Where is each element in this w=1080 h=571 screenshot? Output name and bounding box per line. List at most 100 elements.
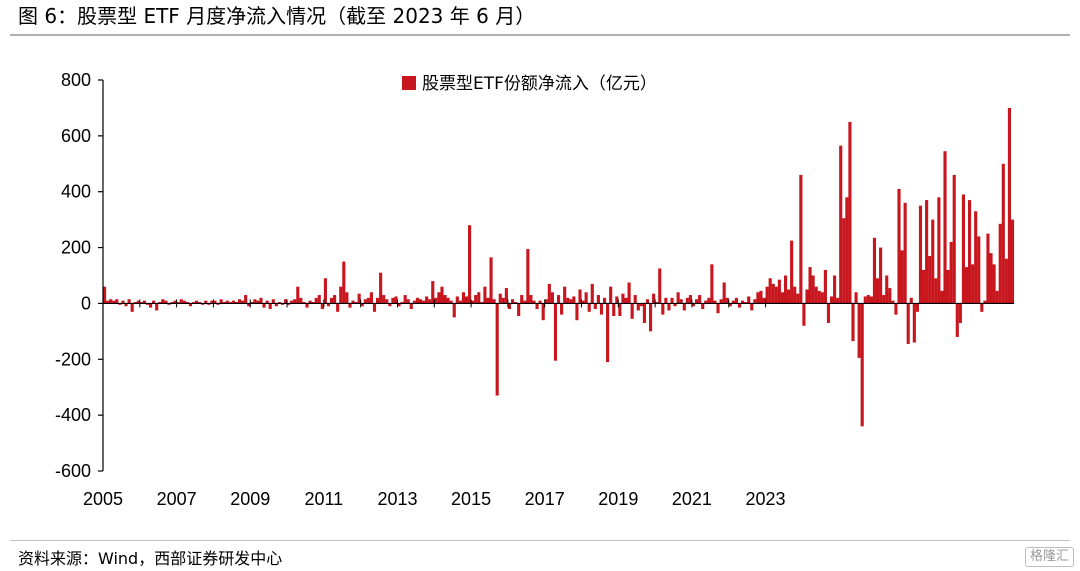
bar [796, 293, 800, 304]
bar [333, 295, 337, 304]
bar [385, 299, 389, 304]
bar [164, 300, 168, 304]
bar [787, 289, 791, 304]
bar [829, 296, 834, 304]
bar [602, 297, 607, 304]
bar [130, 303, 134, 312]
bar [851, 303, 855, 342]
bar [250, 302, 254, 304]
bar [259, 297, 263, 304]
bar [351, 300, 355, 304]
bar [477, 292, 481, 304]
bar [793, 286, 797, 304]
bottom-divider [10, 540, 1070, 541]
bar [544, 299, 548, 304]
bar [734, 297, 738, 304]
bar [207, 303, 211, 305]
bar [823, 269, 827, 304]
bar [241, 300, 245, 304]
bar [474, 295, 478, 304]
bar [173, 300, 177, 304]
bar [863, 296, 867, 304]
bar [339, 286, 343, 304]
bar [848, 121, 852, 304]
bar [1004, 258, 1008, 304]
bar [311, 302, 315, 304]
bar [526, 248, 530, 304]
bar [695, 299, 699, 304]
bar [1007, 107, 1011, 304]
bar [590, 283, 594, 304]
bar [569, 299, 573, 304]
bar [388, 303, 392, 307]
bar [336, 303, 340, 312]
bar [925, 200, 929, 304]
bar [894, 303, 898, 315]
bar [464, 296, 469, 304]
bar [271, 299, 275, 304]
bar [538, 300, 542, 304]
bar [652, 293, 656, 304]
bar [866, 295, 870, 304]
bar [599, 303, 604, 315]
bar [507, 303, 512, 310]
bar [897, 188, 901, 304]
bar [314, 297, 318, 304]
bar [158, 302, 162, 304]
bar [885, 275, 889, 304]
bar [204, 300, 208, 304]
bar [1010, 219, 1015, 304]
bar [523, 300, 527, 304]
bar [142, 300, 147, 304]
bar [170, 302, 174, 304]
y-tick-label: -400 [55, 405, 91, 425]
bar [940, 290, 944, 304]
y-tick-label: 400 [61, 182, 91, 202]
bar [811, 275, 815, 304]
bar [771, 283, 775, 304]
bar [679, 299, 683, 304]
bar [774, 286, 778, 304]
bar [636, 303, 640, 311]
bar [854, 292, 858, 304]
x-tick-label: 2007 [157, 489, 197, 509]
bar [455, 296, 459, 304]
bar [869, 296, 873, 304]
bar [443, 295, 447, 304]
bar [946, 269, 950, 304]
y-tick-label: -600 [55, 461, 91, 481]
bar [903, 202, 907, 304]
bar [572, 296, 576, 304]
bar [244, 295, 248, 304]
bar [931, 219, 935, 304]
bar [952, 174, 956, 304]
bar [498, 293, 502, 304]
bar [299, 297, 303, 304]
bar [961, 194, 965, 304]
bar [615, 296, 619, 304]
bar [857, 303, 861, 358]
bar [535, 303, 539, 310]
bar [655, 302, 659, 304]
bar [670, 297, 674, 304]
bar [805, 289, 809, 304]
bar [354, 302, 358, 304]
bar [461, 292, 466, 304]
bar [593, 303, 597, 310]
bar [495, 303, 499, 396]
bar [492, 299, 496, 304]
bar [145, 303, 150, 305]
bar [201, 303, 205, 305]
bar [161, 299, 165, 304]
bar [777, 279, 781, 304]
bar [274, 303, 278, 307]
bar [992, 264, 996, 304]
bar [191, 302, 196, 304]
bar [826, 303, 831, 323]
x-tick-label: 2005 [83, 489, 123, 509]
bar [725, 297, 729, 304]
bar [937, 197, 941, 304]
bar [458, 300, 462, 304]
bar [547, 283, 551, 304]
bar [934, 278, 938, 304]
